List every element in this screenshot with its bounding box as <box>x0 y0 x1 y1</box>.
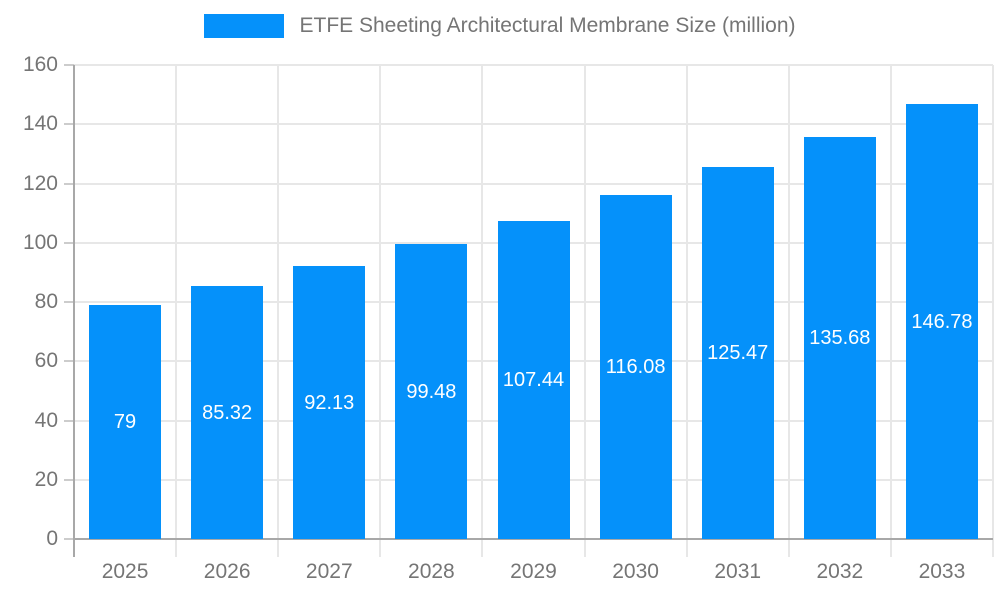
chart-legend[interactable]: ETFE Sheeting Architectural Membrane Siz… <box>0 13 1000 39</box>
x-axis-label: 2025 <box>101 560 149 583</box>
bar-value-label: 85.32 <box>202 401 253 424</box>
gridline-horizontal <box>74 64 993 66</box>
bar-2026[interactable] <box>191 286 264 539</box>
gridline-vertical <box>583 65 586 557</box>
gridline-vertical <box>685 65 688 557</box>
bar-value-label: 116.08 <box>605 356 666 379</box>
bar-value-label: 99.48 <box>406 380 457 403</box>
gridline-horizontal <box>74 182 993 185</box>
y-axis-tick <box>64 360 74 363</box>
x-axis-label: 2033 <box>918 560 966 583</box>
y-axis-label: 100 <box>22 230 58 254</box>
x-axis-label: 2031 <box>714 560 762 583</box>
gridline-vertical <box>787 65 790 557</box>
x-axis-label: 2029 <box>510 560 557 583</box>
gridline-horizontal <box>74 123 993 126</box>
y-axis-label: 20 <box>34 467 58 491</box>
y-axis-label: 160 <box>22 53 58 76</box>
bar-2027[interactable] <box>293 266 366 539</box>
y-axis-label: 120 <box>22 171 58 195</box>
gridline-vertical <box>992 65 994 557</box>
bar-2025[interactable] <box>89 304 162 539</box>
y-axis-label: 80 <box>34 290 58 313</box>
y-axis-tick <box>64 64 74 66</box>
bar-value-label: 135.68 <box>809 327 871 350</box>
bar-value-label: 92.13 <box>304 391 355 414</box>
y-axis-label: 140 <box>22 112 58 136</box>
gridline-vertical <box>277 65 280 557</box>
x-axis-label: 2028 <box>408 560 455 583</box>
y-axis-tick <box>64 182 74 185</box>
x-axis-label: 2027 <box>305 560 353 583</box>
gridline-vertical <box>481 65 484 557</box>
y-axis-label: 0 <box>46 527 58 550</box>
y-axis-tick <box>64 478 74 481</box>
x-axis-label: 2030 <box>612 560 659 583</box>
y-axis-tick <box>64 419 74 422</box>
legend-swatch <box>204 14 285 38</box>
bar-value-label: 107.44 <box>502 368 565 391</box>
bar-2033[interactable] <box>905 104 978 539</box>
bar-2030[interactable] <box>599 195 672 539</box>
x-axis-line <box>74 538 993 540</box>
y-axis-tick <box>64 123 74 126</box>
y-axis-label: 40 <box>34 408 58 432</box>
gridline-vertical <box>175 65 178 557</box>
bar-2028[interactable] <box>395 244 468 539</box>
bar-value-label: 146.78 <box>911 310 973 333</box>
gridline-vertical <box>379 65 382 557</box>
gridline-vertical <box>889 65 892 557</box>
x-axis-label: 2026 <box>203 560 251 583</box>
bar-value-label: 125.47 <box>707 342 769 365</box>
x-axis-label: 2032 <box>816 560 864 583</box>
bar-2031[interactable] <box>701 167 774 539</box>
chart-title: ETFE Sheeting Architectural Membrane Siz… <box>299 14 796 37</box>
bar-2029[interactable] <box>497 220 570 539</box>
bar-value-label: 79 <box>113 410 137 433</box>
y-axis-tick <box>64 538 74 540</box>
y-axis-tick <box>64 241 74 244</box>
y-axis-tick <box>64 301 74 303</box>
bar-2032[interactable] <box>803 137 876 539</box>
y-axis-label: 60 <box>34 349 58 373</box>
y-axis-line <box>73 65 75 557</box>
